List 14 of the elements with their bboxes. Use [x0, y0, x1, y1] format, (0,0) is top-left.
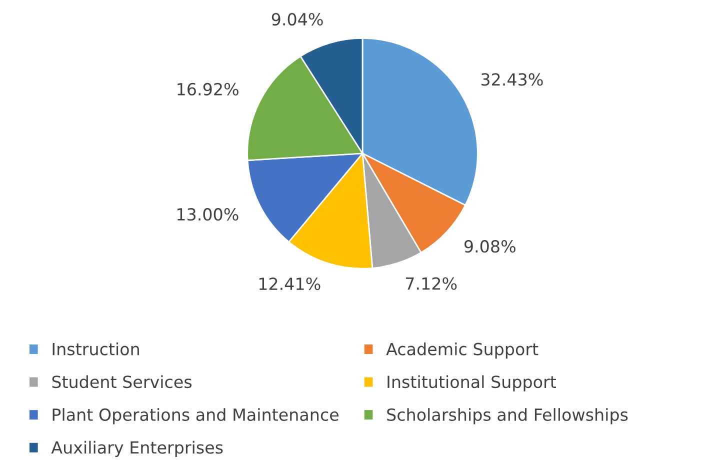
legend-label: Auxiliary Enterprises: [51, 440, 223, 457]
legend-label: Plant Operations and Maintenance: [52, 408, 338, 424]
data-label: 13.00%: [177, 208, 238, 221]
data-label: 7.12%: [406, 277, 457, 290]
data-label: 32.43%: [481, 73, 543, 86]
data-label: 16.92%: [178, 82, 238, 96]
legend-label: Scholarships and Fellowships: [387, 408, 628, 424]
legend-label: Academic Support: [386, 342, 538, 359]
data-label: 9.08%: [464, 240, 516, 253]
legend-label: Student Services: [52, 375, 192, 388]
data-label: 9.04%: [272, 12, 323, 26]
legend-label: Institutional Support: [388, 375, 556, 392]
data-label: 12.41%: [259, 278, 320, 290]
legend-label: Instruction: [52, 342, 139, 356]
